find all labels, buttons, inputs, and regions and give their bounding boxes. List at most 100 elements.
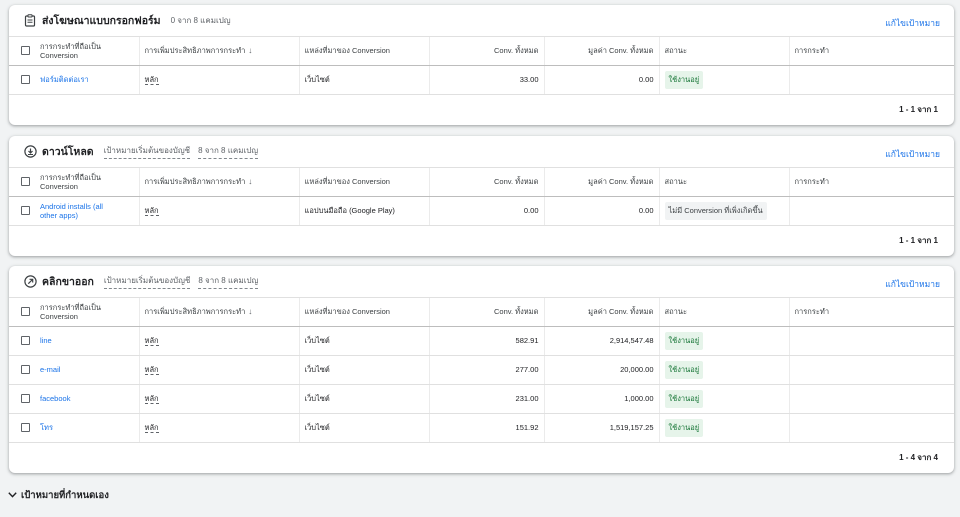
edit-goal-button[interactable]: แก้ไขเป้าหมาย (885, 149, 940, 159)
table-row: โทร หลัก เว็บไซต์ 151.92 1,519,157.25 ใช… (9, 413, 954, 443)
source-value: แอปบนมือถือ (Google Play) (299, 196, 430, 226)
conversion-name-link[interactable]: Android installs (all other apps) (40, 201, 103, 220)
chevron-down-icon (8, 490, 17, 501)
goal-card-download: ดาวน์โหลด เป้าหมายเริ่มต้นของบัญชี 8 จาก… (9, 136, 954, 256)
header-conv-value[interactable]: มูลค่า Conv. ทั้งหมด (544, 37, 660, 66)
arrow-down-icon: ↓ (248, 45, 253, 55)
custom-goals-toggle[interactable]: เป้าหมายที่กำหนดเอง (8, 488, 109, 503)
optimization-value[interactable]: หลัก (144, 364, 159, 375)
actions-cell (789, 355, 954, 385)
arrow-down-icon: ↓ (248, 306, 253, 316)
conv-total-value: 0.00 (429, 196, 545, 226)
header-conv-value[interactable]: มูลค่า Conv. ทั้งหมด (544, 168, 660, 197)
header-conv-total[interactable]: Conv. ทั้งหมด (429, 298, 545, 327)
conv-total-value: 151.92 (429, 413, 545, 443)
select-all-checkbox[interactable] (21, 307, 30, 317)
header-conv-total[interactable]: Conv. ทั้งหมด (429, 168, 545, 197)
conversion-name-link[interactable]: ฟอร์มติดต่อเรา (40, 74, 89, 84)
conversion-table: การกระทำที่ถือเป็น Conversion การเพิ่มปร… (9, 168, 954, 226)
optimization-value[interactable]: หลัก (144, 335, 159, 346)
clipboard-icon (23, 14, 37, 28)
pagination-label: 1 - 4 จาก 4 (899, 453, 938, 462)
pagination-label: 1 - 1 จาก 1 (899, 236, 938, 245)
header-status[interactable]: สถานะ (659, 37, 790, 66)
conv-value-value: 2,914,547.48 (544, 326, 660, 356)
optimization-value[interactable]: หลัก (144, 205, 159, 216)
actions-cell (789, 65, 954, 95)
conv-value-value: 0.00 (544, 65, 660, 95)
download-icon (23, 145, 37, 159)
conv-total-value: 582.91 (429, 326, 545, 356)
select-all-checkbox[interactable] (21, 46, 30, 56)
optimization-value[interactable]: หลัก (144, 422, 159, 433)
header-action[interactable]: การกระทำที่ถือเป็น Conversion (9, 168, 140, 197)
card-title: คลิกขาออก (42, 276, 94, 288)
account-default-goal-label[interactable]: เป้าหมายเริ่มต้นของบัญชี (103, 274, 191, 289)
row-checkbox[interactable] (21, 206, 30, 215)
source-value: เว็บไซต์ (299, 326, 430, 356)
card-header: คลิกขาออก เป้าหมายเริ่มต้นของบัญชี 8 จาก… (9, 266, 954, 298)
row-checkbox[interactable] (21, 75, 30, 85)
conv-total-value: 277.00 (429, 355, 545, 385)
conv-total-value: 231.00 (429, 384, 545, 414)
header-optimization[interactable]: การเพิ่มประสิทธิภาพการกระทำ ↓ (139, 298, 300, 327)
conv-value-value: 20,000.00 (544, 355, 660, 385)
status-badge: ใช้งานอยู่ (664, 70, 704, 89)
conv-value-value: 1,519,157.25 (544, 413, 660, 443)
header-action[interactable]: การกระทำที่ถือเป็น Conversion (9, 37, 140, 66)
goal-card-outbound-click: คลิกขาออก เป้าหมายเริ่มต้นของบัญชี 8 จาก… (9, 266, 954, 473)
header-actions: การกระทำ (789, 37, 954, 66)
status-badge: ไม่มี Conversion ที่เพิ่งเกิดขึ้น (664, 201, 767, 220)
card-header: ดาวน์โหลด เป้าหมายเริ่มต้นของบัญชี 8 จาก… (9, 136, 954, 168)
conversion-name-link[interactable]: e-mail (40, 364, 61, 374)
edit-goal-button[interactable]: แก้ไขเป้าหมาย (885, 18, 940, 28)
pagination-label: 1 - 1 จาก 1 (899, 105, 938, 114)
header-source[interactable]: แหล่งที่มาของ Conversion (299, 168, 430, 197)
card-header: ส่งโฆษณาแบบกรอกฟอร์ม 0 จาก 8 แคมเปญ แก้ไ… (9, 5, 954, 37)
header-status[interactable]: สถานะ (659, 298, 790, 327)
table-row: e-mail หลัก เว็บไซต์ 277.00 20,000.00 ใช… (9, 355, 954, 385)
header-conv-value[interactable]: มูลค่า Conv. ทั้งหมด (544, 298, 660, 327)
account-default-goal-label[interactable]: เป้าหมายเริ่มต้นของบัญชี (103, 144, 191, 159)
actions-cell (789, 384, 954, 414)
card-title: ดาวน์โหลด (42, 146, 94, 158)
card-title: ส่งโฆษณาแบบกรอกฟอร์ม (42, 15, 161, 27)
outbound-arrow-icon (23, 275, 37, 289)
row-checkbox[interactable] (21, 394, 30, 404)
header-source[interactable]: แหล่งที่มาของ Conversion (299, 37, 430, 66)
header-status[interactable]: สถานะ (659, 168, 790, 197)
header-actions: การกระทำ (789, 298, 954, 327)
status-badge: ใช้งานอยู่ (664, 418, 704, 437)
edit-goal-button[interactable]: แก้ไขเป้าหมาย (885, 279, 940, 289)
custom-goals-label: เป้าหมายที่กำหนดเอง (21, 490, 109, 501)
conversion-name-link[interactable]: line (40, 335, 52, 345)
arrow-down-icon: ↓ (248, 176, 253, 186)
header-optimization[interactable]: การเพิ่มประสิทธิภาพการกระทำ ↓ (139, 37, 300, 66)
status-badge: ใช้งานอยู่ (664, 331, 704, 350)
actions-cell (789, 196, 954, 226)
conv-value-value: 0.00 (544, 196, 660, 226)
campaign-count[interactable]: 8 จาก 8 แคมเปญ (198, 274, 259, 289)
header-action[interactable]: การกระทำที่ถือเป็น Conversion (9, 298, 140, 327)
source-value: เว็บไซต์ (299, 413, 430, 443)
row-checkbox[interactable] (21, 336, 30, 346)
select-all-checkbox[interactable] (21, 177, 30, 187)
campaign-count: 0 จาก 8 แคมเปญ (170, 16, 231, 25)
campaign-count[interactable]: 8 จาก 8 แคมเปญ (198, 144, 259, 159)
table-row: Android installs (all other apps) หลัก แ… (9, 196, 954, 226)
conversion-name-link[interactable]: facebook (40, 393, 71, 403)
optimization-value[interactable]: หลัก (144, 393, 159, 404)
header-actions: การกระทำ (789, 168, 954, 197)
source-value: เว็บไซต์ (299, 384, 430, 414)
conv-total-value: 33.00 (429, 65, 545, 95)
table-row: ฟอร์มติดต่อเรา หลัก เว็บไซต์ 33.00 0.00 … (9, 65, 954, 95)
source-value: เว็บไซต์ (299, 355, 430, 385)
status-badge: ใช้งานอยู่ (664, 389, 704, 408)
header-source[interactable]: แหล่งที่มาของ Conversion (299, 298, 430, 327)
optimization-value[interactable]: หลัก (144, 74, 159, 85)
row-checkbox[interactable] (21, 423, 30, 433)
header-optimization[interactable]: การเพิ่มประสิทธิภาพการกระทำ ↓ (139, 168, 300, 197)
conversion-name-link[interactable]: โทร (40, 422, 54, 432)
row-checkbox[interactable] (21, 365, 30, 375)
header-conv-total[interactable]: Conv. ทั้งหมด (429, 37, 545, 66)
